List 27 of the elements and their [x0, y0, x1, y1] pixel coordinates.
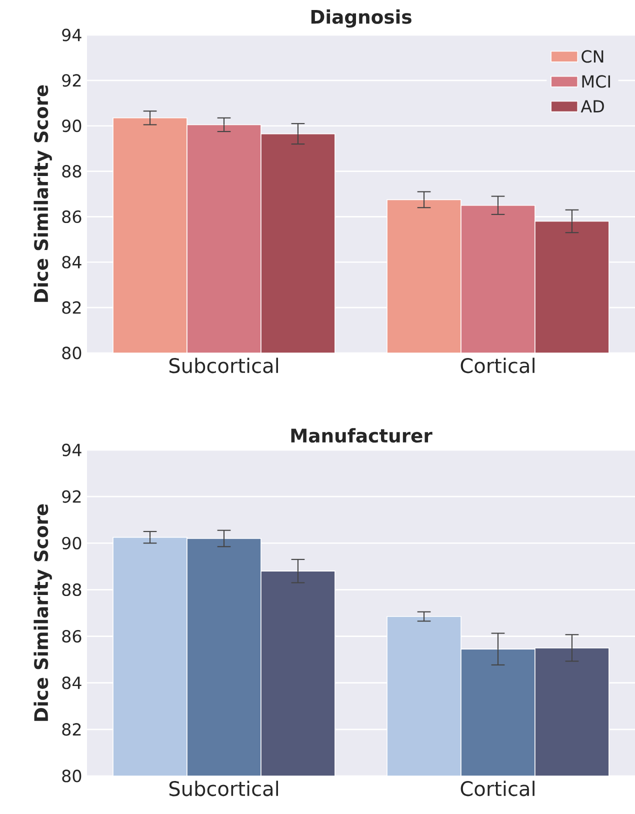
y-tick-label: 86: [62, 210, 82, 224]
legend-label: MCI: [582, 75, 610, 88]
y-tick-label: 88: [62, 583, 82, 596]
y-tick-label: 88: [62, 164, 82, 178]
x-tick-label: Cortical: [460, 358, 534, 374]
y-tick-label: 82: [62, 723, 81, 736]
y-tick-label: 90: [62, 536, 82, 550]
x-tick-label: Subcortical: [169, 358, 278, 374]
y-tick-label: 92: [62, 74, 81, 87]
x-tick-label: Cortical: [460, 780, 534, 796]
y-tick-label: 94: [62, 28, 82, 42]
chart-title: Diagnosis: [311, 9, 412, 28]
y-tick-label: 80: [62, 770, 82, 782]
x-tick-label: Subcortical: [169, 780, 278, 796]
y-tick-label: 86: [62, 630, 82, 643]
y-tick-label: 94: [62, 444, 82, 456]
y-tick-label: 84: [62, 256, 82, 268]
y-tick-label: 84: [62, 676, 82, 690]
y-tick-label: 90: [62, 120, 82, 132]
y-tick-label: 82: [62, 301, 81, 314]
y-axis-title: Dice Similarity Score: [34, 85, 52, 302]
y-axis-title: Dice Similarity Score: [34, 504, 52, 721]
chart-title: Manufacturer: [291, 428, 432, 443]
legend-label: CN: [582, 50, 604, 63]
legend-label: AD: [580, 100, 604, 112]
y-tick-label: 80: [62, 346, 82, 360]
y-tick-label: 92: [62, 490, 81, 503]
